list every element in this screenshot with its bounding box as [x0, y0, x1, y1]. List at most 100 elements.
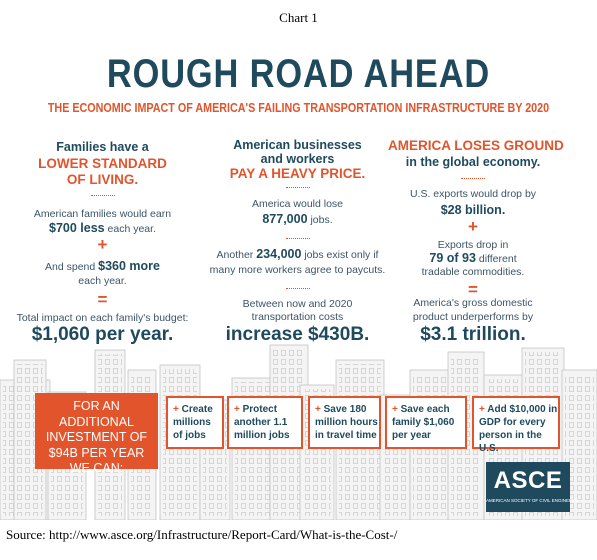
- action-text: million hours: [315, 417, 378, 428]
- action-text: millions: [173, 417, 211, 428]
- investment-box: FOR AN ADDITIONAL INVESTMENT OF $94B PER…: [35, 393, 158, 475]
- text-line: America would lose: [251, 198, 344, 210]
- divider: [461, 178, 485, 179]
- investment-line: INVESTMENT OF: [45, 430, 148, 444]
- action-marker: +: [173, 404, 179, 415]
- operator: =: [468, 280, 478, 299]
- action-line: + Add $10,000 in: [479, 403, 558, 416]
- title: ROUGH ROAD AHEAD: [106, 52, 491, 96]
- text-line: And spend $360 more: [15, 259, 190, 273]
- action-text: in travel time: [315, 430, 377, 441]
- action-text: another 1.1: [234, 417, 288, 428]
- text: And spend: [45, 261, 96, 273]
- heading-accent: OF LIVING.: [66, 172, 139, 187]
- logo-name: ASCE: [493, 467, 563, 494]
- figure: 79 of 93: [429, 251, 476, 265]
- heading: Families have a: [56, 140, 149, 154]
- total: $1,060 per year.: [31, 324, 174, 345]
- column: AMERICA LOSES GROUND in the global econo…: [388, 0, 564, 350]
- action-line: in travel time: [315, 429, 379, 442]
- heading-accent: LOWER STANDARD: [38, 156, 167, 171]
- heading-accent: AMERICA LOSES GROUND: [388, 138, 564, 153]
- action-text: per year: [392, 430, 431, 441]
- action-text: Create: [181, 404, 213, 415]
- action-line: + Save each: [392, 403, 465, 416]
- action-box: + Save 180 million hours in travel time: [308, 396, 381, 449]
- action-text: Save 180: [323, 404, 367, 415]
- action-text: Add $10,000 in: [487, 404, 558, 415]
- action-line: person in the U.S.: [479, 429, 558, 455]
- logo: ASCE AMERICAN SOCIETY OF CIVIL ENGINEERS: [486, 462, 579, 512]
- action-marker: +: [479, 404, 485, 415]
- action-text: GDP for every: [479, 417, 546, 428]
- text-line: American families would earn: [33, 208, 172, 220]
- action-line: family $1,060: [392, 416, 465, 429]
- operator: =: [97, 290, 108, 309]
- text-line: U.S. exports would drop by: [409, 188, 537, 200]
- operator: +: [97, 235, 108, 254]
- text-line: Total impact on each family's budget:: [16, 312, 189, 324]
- total: increase $430B.: [225, 324, 370, 345]
- action-marker: +: [315, 404, 321, 415]
- text-line: each year.: [78, 275, 127, 287]
- text: each year.: [107, 223, 156, 235]
- text-line: 79 of 93 different: [388, 251, 558, 265]
- text-line: Another 234,000 jobs exist only if: [205, 247, 390, 261]
- figure: $28 billion.: [440, 203, 506, 217]
- heading: and workers: [260, 152, 335, 166]
- divider: [285, 187, 310, 188]
- subtitle: THE ECONOMIC IMPACT OF AMERICA'S FAILING…: [47, 101, 550, 115]
- action-text: family $1,060: [392, 417, 455, 428]
- heading: in the global economy.: [405, 155, 541, 169]
- text-line: 877,000 jobs.: [205, 212, 390, 226]
- action-line: per year: [392, 429, 465, 442]
- text-line: Between now and 2020: [242, 298, 353, 310]
- investment-line: FOR AN ADDITIONAL: [58, 399, 134, 429]
- column: Families have a LOWER STANDARD OF LIVING…: [15, 0, 190, 350]
- heading: American businesses: [233, 138, 362, 152]
- action-line: + Protect: [234, 403, 301, 416]
- divider: [285, 238, 310, 239]
- action-line: + Create: [173, 403, 222, 416]
- text-line: Exports drop in: [437, 239, 509, 251]
- investment-line: WE CAN:: [69, 461, 124, 475]
- text-line: tradable commodities.: [421, 266, 525, 278]
- figure: $700 less: [49, 221, 105, 235]
- action-text: Save each: [400, 404, 450, 415]
- action-text: of jobs: [173, 430, 206, 441]
- action-marker: +: [392, 404, 398, 415]
- action-box: + Protect another 1.1 million jobs: [227, 396, 303, 449]
- action-line: of jobs: [173, 429, 222, 442]
- text: jobs exist only if: [304, 249, 379, 261]
- action-box: + Create millions of jobs: [166, 396, 224, 449]
- text-line: product underperforms by: [412, 311, 534, 323]
- action-text: million jobs: [234, 430, 290, 441]
- figure: 877,000: [262, 212, 308, 226]
- action-line: GDP for every: [479, 416, 558, 429]
- action-marker: +: [234, 404, 240, 415]
- action-text: Protect: [242, 404, 278, 415]
- text-line: $700 less each year.: [15, 221, 190, 235]
- text-line: America's gross domestic: [413, 297, 533, 309]
- heading-accent: PAY A HEAVY PRICE.: [229, 166, 366, 181]
- figure: $360 more: [98, 259, 160, 273]
- action-line: million hours: [315, 416, 379, 429]
- column: American businesses and workers PAY A HE…: [205, 0, 390, 350]
- source: Source: http://www.asce.org/Infrastructu…: [6, 527, 398, 542]
- text: Another: [216, 249, 254, 261]
- action-line: million jobs: [234, 429, 301, 442]
- action-line: another 1.1: [234, 416, 301, 429]
- text: jobs.: [310, 214, 333, 226]
- operator: +: [468, 217, 478, 236]
- logo-full-name: AMERICAN SOCIETY OF CIVIL ENGINEERS: [486, 498, 579, 503]
- investment-line: $94B PER YEAR: [48, 445, 145, 460]
- total: $3.1 trillion.: [420, 324, 526, 345]
- text-line: transportation costs: [251, 311, 344, 323]
- action-box: + Save each family $1,060 per year: [385, 396, 467, 449]
- action-box: + Add $10,000 in GDP for every person in t…: [472, 396, 560, 454]
- figure: 234,000: [256, 247, 302, 261]
- caption: Chart 1: [279, 10, 318, 25]
- action-line: + Save 180: [315, 403, 379, 416]
